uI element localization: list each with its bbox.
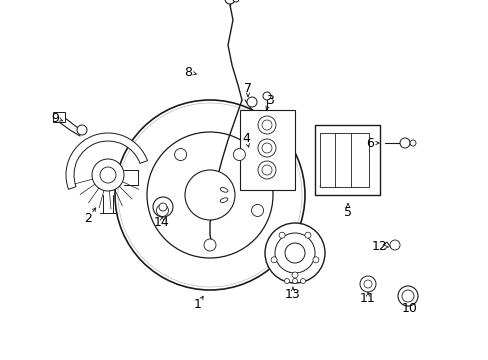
Circle shape: [274, 233, 314, 273]
Text: 12: 12: [371, 240, 387, 253]
Circle shape: [363, 280, 371, 288]
Bar: [240, 110, 294, 190]
Circle shape: [224, 0, 235, 4]
Circle shape: [285, 243, 305, 263]
Text: 5: 5: [343, 206, 351, 219]
Text: 9: 9: [51, 112, 59, 125]
Text: 11: 11: [359, 292, 375, 305]
Circle shape: [174, 149, 186, 161]
Circle shape: [401, 290, 413, 302]
Circle shape: [262, 165, 271, 175]
Circle shape: [156, 204, 168, 216]
Text: 8: 8: [183, 66, 192, 78]
Circle shape: [203, 239, 216, 251]
Circle shape: [284, 279, 289, 284]
Text: 10: 10: [401, 302, 417, 315]
Circle shape: [409, 140, 415, 146]
Bar: [314, 125, 379, 195]
Circle shape: [258, 116, 275, 134]
Circle shape: [264, 223, 325, 283]
Text: 2: 2: [84, 212, 92, 225]
Circle shape: [246, 97, 257, 107]
Text: 7: 7: [244, 81, 251, 95]
Text: 6: 6: [366, 136, 373, 149]
Circle shape: [399, 138, 409, 148]
Circle shape: [184, 170, 235, 220]
Circle shape: [300, 279, 305, 284]
Circle shape: [232, 0, 239, 2]
Ellipse shape: [220, 188, 227, 192]
Ellipse shape: [220, 198, 227, 202]
Bar: [350, 133, 368, 187]
Circle shape: [115, 100, 305, 290]
Circle shape: [305, 232, 310, 238]
Circle shape: [270, 257, 277, 263]
Text: 13: 13: [285, 288, 300, 302]
Circle shape: [312, 257, 318, 263]
Wedge shape: [66, 133, 147, 189]
Circle shape: [291, 272, 297, 278]
Text: 4: 4: [242, 131, 249, 144]
Circle shape: [147, 132, 272, 258]
Circle shape: [153, 197, 173, 217]
Circle shape: [77, 125, 87, 135]
Circle shape: [251, 204, 263, 216]
Circle shape: [389, 240, 399, 250]
Circle shape: [233, 149, 245, 161]
Circle shape: [159, 203, 167, 211]
Circle shape: [258, 161, 275, 179]
Circle shape: [279, 232, 285, 238]
Circle shape: [92, 159, 124, 191]
Bar: [53, 112, 65, 122]
Bar: [334, 133, 352, 187]
Circle shape: [258, 139, 275, 157]
Circle shape: [359, 276, 375, 292]
Circle shape: [262, 143, 271, 153]
Text: 1: 1: [194, 298, 202, 311]
Circle shape: [263, 92, 270, 100]
Text: 14: 14: [154, 216, 169, 229]
Text: 3: 3: [265, 94, 273, 107]
Circle shape: [292, 279, 297, 284]
Circle shape: [262, 120, 271, 130]
Bar: [319, 133, 337, 187]
Circle shape: [100, 167, 116, 183]
Circle shape: [397, 286, 417, 306]
